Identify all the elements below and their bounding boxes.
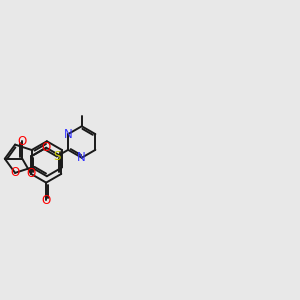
Text: S: S [53, 150, 61, 163]
Text: O: O [26, 167, 36, 180]
Text: O: O [41, 194, 51, 207]
Text: N: N [64, 128, 73, 141]
Text: O: O [11, 167, 20, 179]
Text: O: O [18, 135, 27, 148]
Text: O: O [41, 141, 51, 154]
Text: N: N [77, 151, 86, 164]
